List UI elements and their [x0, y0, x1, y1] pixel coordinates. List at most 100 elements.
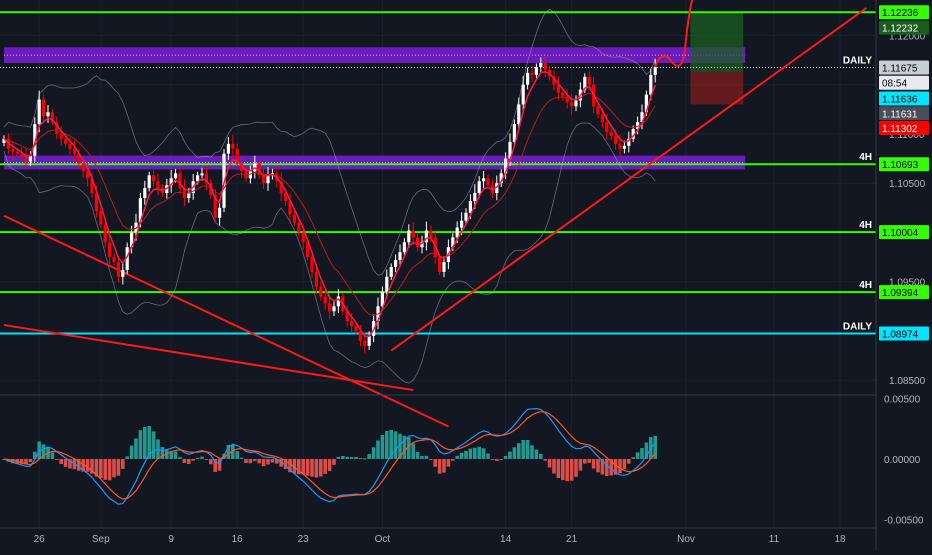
- candle-body: [451, 237, 455, 248]
- macd-histogram-bar: [160, 446, 165, 459]
- candle-body: [609, 131, 613, 136]
- candle-body: [213, 195, 217, 218]
- candle-body: [438, 257, 442, 272]
- macd-histogram-bar: [169, 450, 173, 459]
- macd-histogram-bar: [213, 458, 217, 472]
- macd-histogram-bar: [640, 448, 644, 459]
- level-label: 4H: [859, 280, 872, 291]
- price-tag-bg: [879, 106, 929, 121]
- price-tag-label: 1.10004: [882, 228, 919, 239]
- time-axis[interactable]: 26 Sep 9 16 23 Oct 14 21 Nov 11 18: [34, 534, 846, 545]
- macd-histogram-bar: [19, 458, 24, 464]
- level-label: 4H: [859, 152, 872, 163]
- candle-body: [649, 74, 653, 95]
- candle-body: [77, 153, 81, 164]
- horizontal-levels[interactable]: DAILY 4H 4H 4H DAILY: [0, 11, 876, 335]
- macd-histogram-bar: [521, 439, 525, 459]
- macd-histogram-bar: [402, 435, 407, 459]
- trendline[interactable]: [3, 214, 449, 428]
- price-tags: 1.12236 1.12232 1.11675 08:54 1.11636 1.11631…: [879, 5, 929, 341]
- trendline[interactable]: [3, 324, 414, 392]
- candle-body: [336, 296, 340, 307]
- macd-histogram-bar: [41, 444, 46, 459]
- candle-body: [226, 143, 230, 154]
- macd-histogram-bar: [77, 458, 81, 471]
- candle-body: [556, 84, 560, 93]
- projection-path[interactable]: [654, 0, 694, 68]
- candle-body: [512, 124, 516, 142]
- macd-histogram-bar: [116, 458, 121, 476]
- candle-body: [354, 326, 358, 331]
- candle-body: [367, 335, 371, 346]
- macd-histogram-bar: [345, 456, 349, 459]
- time-tick-label: Sep: [92, 534, 110, 545]
- candle-body: [187, 193, 191, 198]
- level-label: DAILY: [843, 322, 872, 333]
- price-tag-bg: [879, 326, 929, 341]
- projection-curve[interactable]: [654, 0, 694, 68]
- macd-histogram-bar: [437, 458, 442, 474]
- macd-histogram-bar: [275, 458, 279, 464]
- macd-histogram-bar: [459, 452, 464, 459]
- macd-histogram-bar: [151, 431, 156, 459]
- macd-histogram-bar: [622, 458, 627, 470]
- candle-body: [473, 193, 477, 201]
- candle-body: [526, 72, 530, 85]
- time-tick-label: Oct: [375, 534, 391, 545]
- stop-box: [690, 71, 744, 105]
- macd-histogram-bar: [85, 458, 90, 472]
- macd-histogram-bar: [424, 455, 429, 459]
- time-tick-label: 23: [298, 534, 310, 545]
- candle-body: [28, 155, 32, 162]
- trendline[interactable]: [390, 7, 867, 352]
- candle-body: [600, 114, 604, 123]
- macd-histogram-bar: [301, 458, 305, 475]
- candle-body: [37, 99, 41, 125]
- candle-body: [380, 291, 384, 307]
- candle-body: [240, 163, 244, 172]
- macd-histogram-bar: [288, 458, 292, 473]
- candle-body: [605, 122, 609, 132]
- price-tick-label: 1.12000: [889, 31, 926, 42]
- candle-body: [143, 188, 147, 198]
- macd-histogram-bar: [283, 458, 288, 470]
- macd-histogram-bar: [319, 458, 323, 477]
- macd-histogram-bar: [24, 458, 28, 465]
- candle-body: [420, 242, 424, 248]
- candle-body: [429, 230, 433, 238]
- candle-body: [209, 183, 213, 196]
- macd-histogram-bar: [178, 457, 182, 459]
- macd-histogram-bar: [204, 458, 209, 460]
- candle-body: [11, 148, 15, 152]
- macd-histogram-bar: [609, 458, 613, 476]
- candle-body: [477, 181, 481, 194]
- candle-body: [460, 220, 464, 228]
- macd-histogram-bar: [310, 458, 314, 477]
- time-tick-label: 21: [566, 534, 578, 545]
- candle-body: [482, 178, 486, 182]
- candle-body: [565, 96, 569, 103]
- candle-body: [622, 145, 626, 149]
- macd-histogram-bar: [442, 458, 446, 473]
- macd-histogram-bar: [226, 444, 231, 459]
- macd-histogram-bar: [358, 458, 363, 460]
- candle-body: [543, 63, 547, 70]
- candle-body: [486, 178, 490, 186]
- macd-histogram-bar: [99, 458, 103, 479]
- macd-histogram-bar: [376, 440, 380, 459]
- candle-body: [116, 262, 120, 277]
- macd-histogram-bar: [429, 458, 433, 460]
- candle-body: [627, 138, 631, 146]
- macd-histogram-bar: [411, 443, 415, 459]
- candle-body: [6, 138, 10, 149]
- candle-body: [72, 148, 76, 154]
- macd-histogram-bar: [121, 458, 125, 469]
- macd-histogram-bar: [503, 456, 508, 459]
- macd-histogram-bar: [200, 456, 204, 459]
- macd-histogram-bar: [477, 446, 481, 459]
- macd-axis[interactable]: 0.00500 0.00000 -0.00500: [884, 394, 924, 526]
- trendlines[interactable]: [3, 7, 867, 428]
